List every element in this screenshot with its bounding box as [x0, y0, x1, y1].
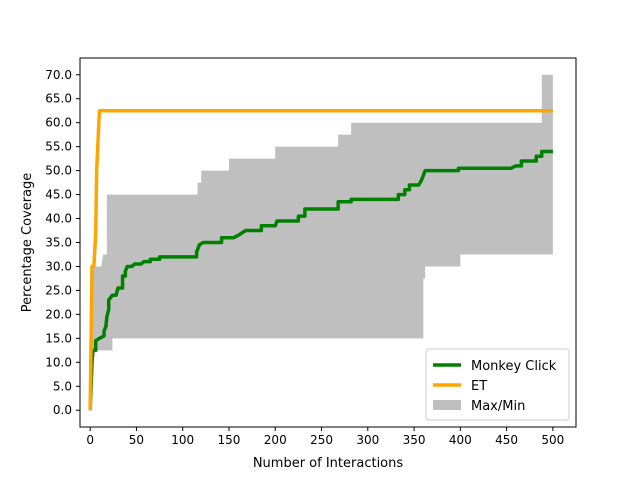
y-axis-label: Percentage Coverage — [20, 173, 35, 313]
x-tick-label: 450 — [495, 433, 518, 447]
legend-label-et: ET — [471, 379, 487, 394]
y-tick-label: 20.0 — [45, 307, 72, 321]
y-axis-ticks: 0.0 5.0 10.0 15.0 20.0 25.0 30.0 35.0 40.0 45.0 50… — [45, 68, 80, 417]
legend-swatch-max-min — [433, 400, 461, 410]
x-axis-label: Number of Interactions — [253, 456, 404, 471]
y-tick-label: 40.0 — [45, 212, 72, 226]
legend-label-monkey-click: Monkey Click — [471, 359, 557, 374]
y-tick-label: 45.0 — [45, 188, 72, 202]
y-tick-label: 60.0 — [45, 116, 72, 130]
x-tick-label: 400 — [449, 433, 472, 447]
y-tick-label: 10.0 — [45, 355, 72, 369]
x-tick-label: 350 — [403, 433, 426, 447]
y-tick-label: 5.0 — [53, 379, 72, 393]
legend-label-max-min: Max/Min — [471, 399, 525, 414]
legend-box — [425, 348, 570, 421]
x-tick-label: 250 — [310, 433, 333, 447]
x-tick-label: 300 — [356, 433, 379, 447]
y-tick-label: 0.0 — [53, 403, 72, 417]
y-tick-label: 70.0 — [45, 68, 72, 82]
y-tick-label: 35.0 — [45, 236, 72, 250]
x-tick-label: 100 — [171, 433, 194, 447]
x-tick-label: 150 — [218, 433, 241, 447]
x-axis-ticks: 0 50 100 150 200 250 300 350 400 450 500 — [86, 427, 564, 447]
series-max-min-band — [90, 74, 553, 411]
y-tick-label: 30.0 — [45, 259, 72, 273]
y-tick-label: 65.0 — [45, 92, 72, 106]
y-tick-label: 25.0 — [45, 283, 72, 297]
x-tick-label: 50 — [129, 433, 144, 447]
chart-legend: Monkey Click ET Max/Min — [425, 348, 570, 421]
y-tick-label: 55.0 — [45, 140, 72, 154]
series-lines-layer — [88, 108, 553, 411]
x-tick-label: 500 — [541, 433, 564, 447]
series-line-monkey-click — [88, 149, 553, 411]
series-line-et — [88, 108, 553, 411]
y-tick-label: 50.0 — [45, 164, 72, 178]
max-min-band-layer — [90, 74, 553, 411]
x-tick-label: 200 — [264, 433, 287, 447]
x-tick-label: 0 — [86, 433, 94, 447]
y-tick-label: 15.0 — [45, 331, 72, 345]
